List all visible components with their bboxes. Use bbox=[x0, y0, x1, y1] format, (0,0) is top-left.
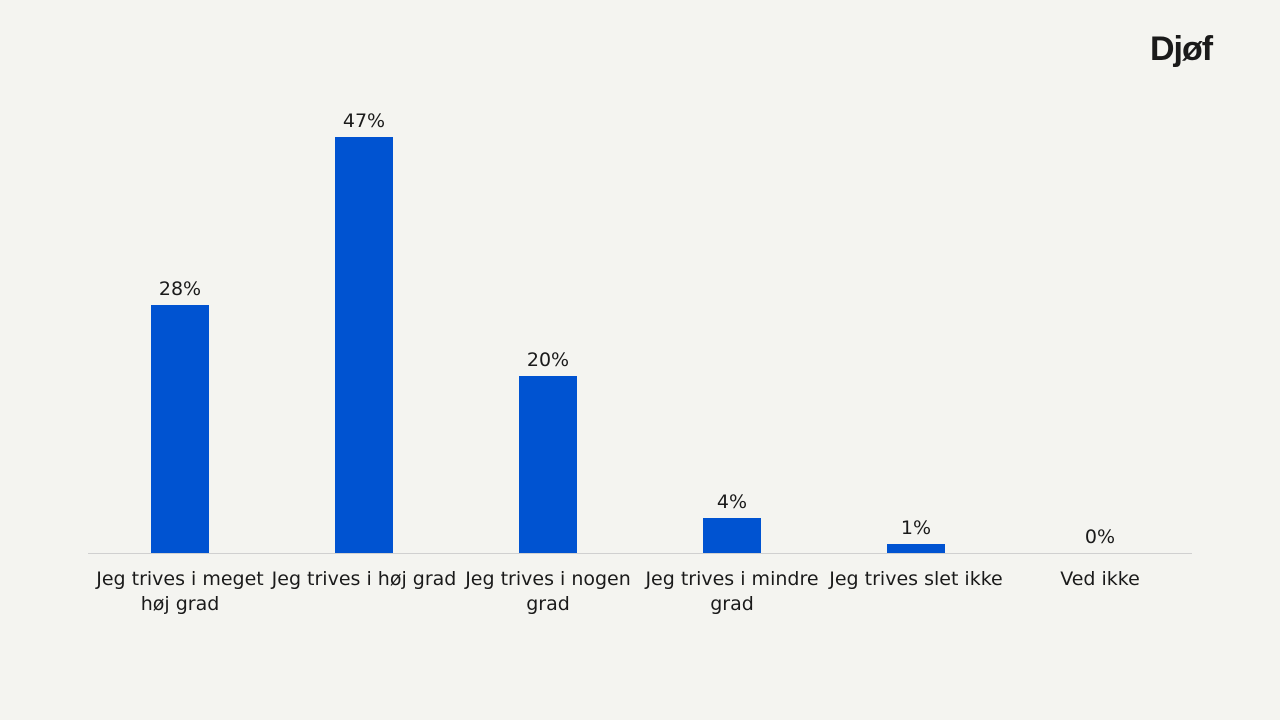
category-label: Jeg trives i meget høj grad bbox=[95, 568, 264, 615]
category-label: Ved ikke bbox=[1060, 568, 1140, 590]
bar bbox=[887, 544, 945, 553]
category-label: Jeg trives i mindre grad bbox=[644, 568, 818, 615]
category-label: Jeg trives i nogen grad bbox=[464, 568, 631, 615]
value-label: 1% bbox=[901, 517, 931, 539]
djof-logo: Djøf bbox=[1150, 30, 1213, 68]
value-label: 4% bbox=[717, 491, 747, 513]
bar bbox=[335, 137, 393, 553]
bar bbox=[703, 518, 761, 553]
value-label: 47% bbox=[343, 110, 385, 132]
value-label: 0% bbox=[1085, 526, 1115, 548]
bar bbox=[151, 305, 209, 553]
value-label: 28% bbox=[159, 278, 201, 300]
value-label: 20% bbox=[527, 349, 569, 371]
bar bbox=[519, 376, 577, 553]
category-label: Jeg trives i høj grad bbox=[271, 568, 457, 590]
category-label: Jeg trives slet ikke bbox=[828, 568, 1002, 590]
